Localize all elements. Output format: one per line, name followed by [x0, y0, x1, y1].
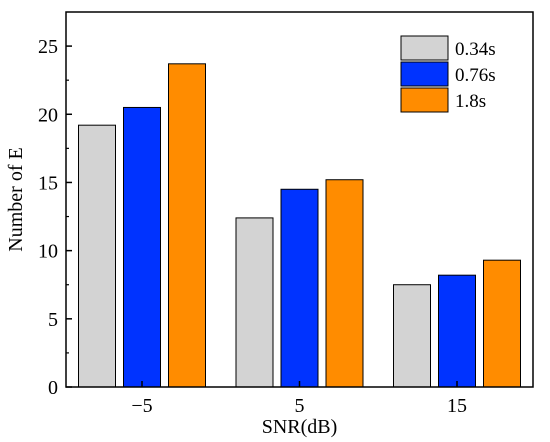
x-axis-label: SNR(dB): [262, 416, 338, 438]
legend-label-0.34s: 0.34s: [455, 39, 496, 60]
x-tick-label: 5: [295, 395, 305, 417]
y-tick-label: 5: [48, 309, 58, 331]
legend-swatch-1.8s: [400, 87, 449, 113]
y-tick-label: 25: [38, 36, 58, 58]
bar-0.76s-5: [280, 188, 319, 388]
legend: 0.34s 0.76s 1.8s: [400, 35, 496, 113]
legend-label-1.8s: 1.8s: [455, 91, 486, 112]
bar-0.76s-−5: [123, 106, 161, 388]
bar-0.34s-15: [393, 284, 431, 388]
legend-label-0.76s: 0.76s: [455, 65, 496, 86]
y-tick-label: 20: [38, 104, 58, 126]
legend-swatch-0.76s: [400, 61, 449, 87]
bar-1.8s-5: [325, 179, 364, 388]
y-axis: 0 5 10 15 20 25: [38, 36, 72, 399]
y-axis-label: Number of E: [5, 147, 27, 251]
y-tick-label: 15: [38, 172, 58, 194]
bar-1.8s-15: [483, 259, 521, 388]
y-tick-label: 10: [38, 241, 58, 263]
bar-0.34s-5: [235, 217, 274, 388]
bars-group: [78, 63, 521, 388]
x-tick-label: −5: [131, 395, 152, 417]
bar-1.8s-−5: [168, 63, 206, 388]
bar-0.76s-15: [438, 274, 476, 388]
bar-0.34s-−5: [78, 124, 116, 388]
x-tick-label: 15: [447, 395, 467, 417]
x-axis: −5 5 15: [131, 381, 467, 417]
y-tick-label: 0: [48, 377, 58, 399]
plot-frame: [65, 11, 534, 388]
legend-swatch-0.34s: [400, 35, 449, 61]
